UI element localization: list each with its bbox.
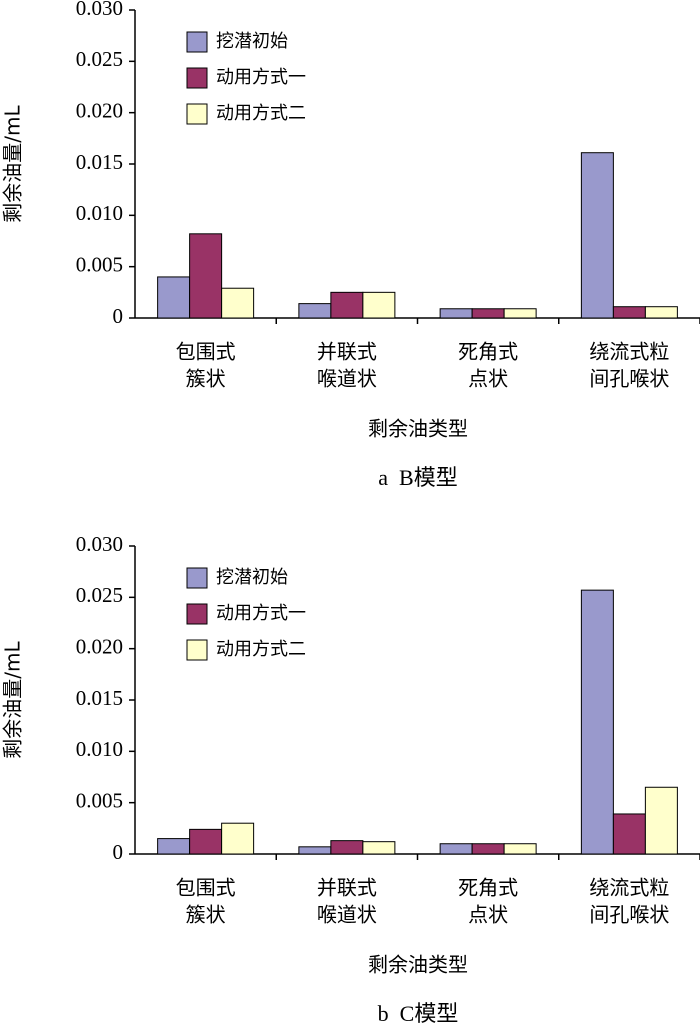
- bar: [644, 786, 678, 855]
- legend-label: 动用方式二: [216, 639, 306, 660]
- bar: [157, 276, 191, 319]
- caption: a B模型: [378, 465, 457, 490]
- bar: [580, 589, 614, 855]
- bar: [580, 152, 614, 319]
- x-tick-label: 绕流式粒: [589, 340, 669, 364]
- x-tick-label: 并联式: [317, 876, 377, 900]
- bar: [471, 308, 505, 319]
- y-tick-label: 0.010: [76, 737, 123, 761]
- legend-swatch: [186, 103, 208, 125]
- y-tick-label: 0.025: [76, 583, 123, 607]
- legend-label: 动用方式一: [216, 67, 306, 88]
- bar: [157, 838, 191, 855]
- bar: [644, 306, 678, 319]
- y-tick-label: 0.015: [76, 686, 123, 710]
- caption: b C模型: [378, 1001, 459, 1026]
- x-tick-label: 点状: [468, 367, 508, 391]
- legend-swatch: [186, 31, 208, 53]
- y-tick-label: 0: [113, 840, 124, 864]
- y-tick-label: 0.015: [76, 150, 123, 174]
- x-tick-label: 簇状: [186, 367, 226, 391]
- y-tick-label: 0.030: [76, 532, 123, 556]
- bar: [362, 291, 396, 319]
- x-tick-label: 死角式: [458, 340, 518, 364]
- bar: [612, 813, 646, 855]
- x-tick-label: 包围式: [176, 340, 236, 364]
- bar: [612, 306, 646, 319]
- bar: [503, 308, 537, 319]
- y-tick-label: 0: [113, 304, 124, 328]
- y-axis-label: 剩余油量/mL: [1, 104, 25, 222]
- x-tick-label: 间孔喉状: [589, 367, 669, 391]
- bar: [189, 828, 223, 855]
- y-tick-label: 0.010: [76, 201, 123, 225]
- x-axis-label: 剩余油类型: [368, 953, 468, 977]
- x-tick-label: 喉道状: [317, 367, 377, 391]
- x-tick-label: 绕流式粒: [589, 876, 669, 900]
- legend-swatch: [186, 67, 208, 89]
- legend-swatch: [186, 567, 208, 589]
- bar: [503, 843, 537, 855]
- bar: [362, 841, 396, 855]
- y-tick-label: 0.020: [76, 634, 123, 658]
- legend-swatch: [186, 603, 208, 625]
- y-tick-label: 0.005: [76, 252, 123, 276]
- bar: [471, 843, 505, 855]
- x-tick-label: 包围式: [176, 876, 236, 900]
- bar: [439, 308, 473, 319]
- bar: [298, 846, 332, 855]
- x-tick-label: 喉道状: [317, 903, 377, 927]
- y-tick-label: 0.025: [76, 47, 123, 71]
- bar: [330, 840, 364, 855]
- y-axis-label: 剩余油量/mL: [1, 640, 25, 758]
- x-tick-label: 间孔喉状: [589, 903, 669, 927]
- x-tick-label: 点状: [468, 903, 508, 927]
- x-tick-label: 死角式: [458, 876, 518, 900]
- y-tick-label: 0.005: [76, 788, 123, 812]
- bar: [439, 843, 473, 855]
- x-tick-label: 并联式: [317, 340, 377, 364]
- bar: [330, 291, 364, 319]
- y-tick-label: 0.030: [76, 0, 123, 20]
- legend-label: 挖潜初始: [216, 31, 288, 52]
- x-tick-label: 簇状: [186, 903, 226, 927]
- bar: [221, 287, 255, 319]
- y-tick-label: 0.020: [76, 98, 123, 122]
- legend-swatch: [186, 639, 208, 661]
- legend-label: 动用方式一: [216, 603, 306, 624]
- legend-label: 动用方式二: [216, 103, 306, 124]
- bar: [298, 303, 332, 319]
- bar: [189, 233, 223, 319]
- bar: [221, 822, 255, 855]
- legend-label: 挖潜初始: [216, 567, 288, 588]
- x-axis-label: 剩余油类型: [368, 417, 468, 441]
